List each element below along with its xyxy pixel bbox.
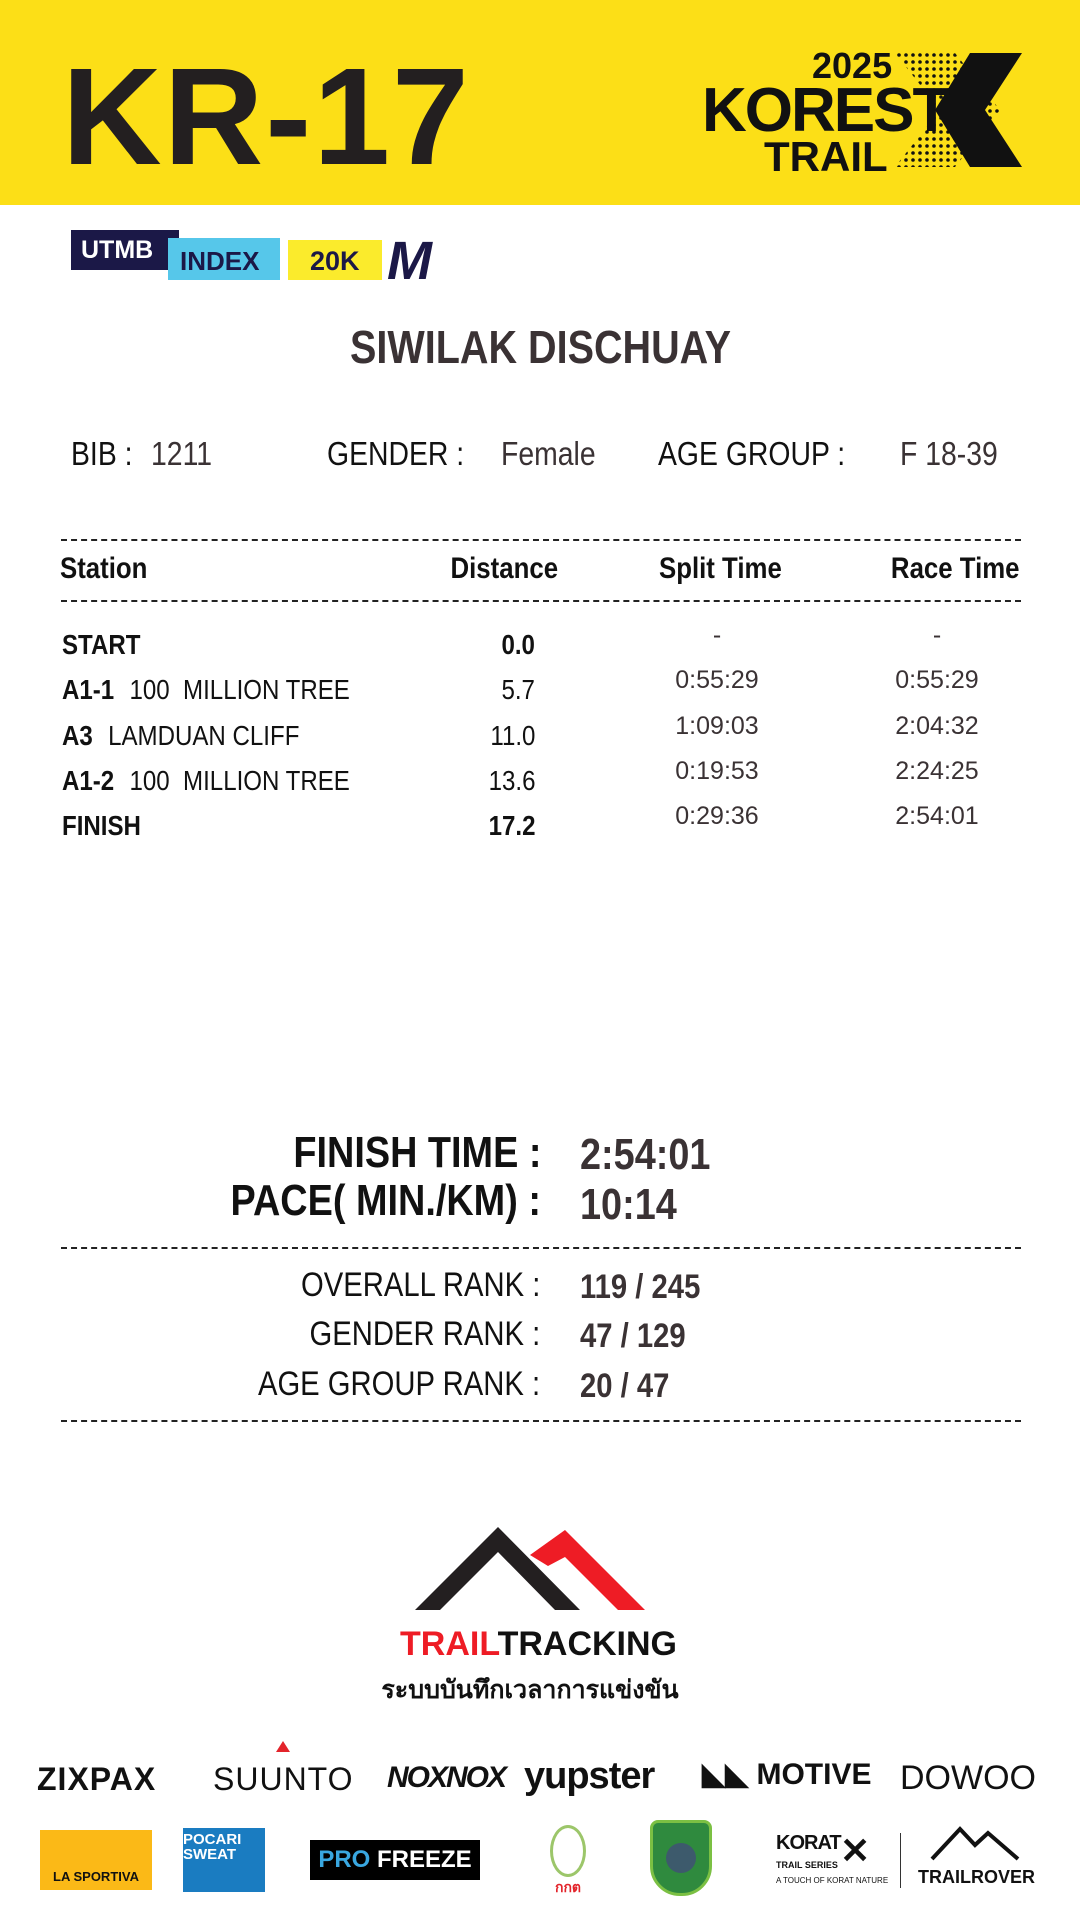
- table-row: START 0.0 - -: [0, 621, 1080, 669]
- pace-value: 10:14: [580, 1180, 677, 1229]
- station-name: A3 LAMDUAN CLIFF: [62, 720, 300, 751]
- gender-rank-label: GENDER RANK :: [309, 1315, 540, 1353]
- runner-name: SIWILAK DISCHUAY: [349, 321, 731, 373]
- overall-rank-label: OVERALL RANK :: [300, 1266, 540, 1304]
- dowoo-logo: DOWOO: [900, 1759, 1036, 1797]
- split-time: -: [712, 621, 722, 649]
- table-row: A3 LAMDUAN CLIFF 11.0 1:09:03 2:04:32: [0, 712, 1080, 760]
- race-time: 0:55:29: [895, 666, 979, 694]
- divider: [61, 539, 1021, 541]
- station-name: START: [62, 629, 141, 660]
- split-time: 0:29:36: [675, 802, 759, 830]
- korest-trail-logo: 2025 KOREST TRAIL: [700, 45, 1030, 180]
- race-code: KR-17: [62, 40, 471, 194]
- index-label: INDEX: [168, 238, 280, 280]
- table-row: FINISH 17.2 0:29:36 2:54:01: [0, 802, 1080, 850]
- gender-value: Female: [501, 435, 596, 472]
- race-time: 2:24:25: [895, 757, 979, 785]
- pro-freeze-logo: PRO FREEZE: [310, 1840, 480, 1880]
- korat-x-icon: ✕: [840, 1830, 871, 1871]
- m-letter: M: [387, 231, 432, 291]
- bib-value: 1211: [151, 435, 213, 472]
- age-group-rank-value: 20 / 47: [580, 1367, 670, 1405]
- age-group-label: AGE GROUP :: [658, 435, 846, 472]
- col-station: Station: [60, 552, 148, 585]
- table-row: A1-2 100 MILLION TREE 13.6 0:19:53 2:24:25: [0, 757, 1080, 805]
- col-distance: Distance: [450, 552, 558, 585]
- station-name: A1-1 100 MILLION TREE: [62, 674, 350, 705]
- utmb-label: UTMB: [71, 230, 179, 270]
- pace-label: PACE( MIN./KM) :: [230, 1176, 541, 1225]
- event-subname: TRAIL: [764, 133, 888, 180]
- trailrover-logo: TRAILROVER: [918, 1825, 1035, 1895]
- age-group-rank-label: AGE GROUP RANK :: [257, 1365, 540, 1403]
- election-commission-emblem: กกต: [538, 1817, 598, 1899]
- station-distance: 17.2: [488, 810, 535, 841]
- divider: [61, 1247, 1021, 1249]
- race-time: 2:54:01: [895, 802, 979, 830]
- station-name: A1-2 100 MILLION TREE: [62, 765, 350, 796]
- station-distance: 11.0: [489, 720, 535, 751]
- mountain-icon: [415, 1527, 645, 1610]
- utmb-index-badge: UTMB INDEX 20K M: [71, 230, 451, 291]
- category-label: 20K: [288, 240, 382, 280]
- age-group-value: F 18-39: [900, 435, 998, 472]
- race-time: -: [932, 621, 942, 649]
- header-banner: [0, 0, 1080, 205]
- station-distance: 0.0: [501, 629, 535, 660]
- station-distance: 5.7: [501, 674, 535, 705]
- trailtracking-wordmark: TRAILTRACKING: [400, 1625, 678, 1663]
- noxnox-logo: NOXNOX: [387, 1761, 507, 1794]
- station-name: FINISH: [62, 810, 141, 841]
- emblem-icon: [550, 1825, 586, 1877]
- finish-time-label: FINISH TIME :: [292, 1128, 541, 1177]
- wildlife-sanctuary-emblem: [650, 1820, 712, 1896]
- event-name: KOREST: [702, 76, 950, 145]
- logo-divider: [900, 1833, 901, 1888]
- suunto-triangle-icon: [276, 1741, 290, 1752]
- bird-icon: [666, 1843, 696, 1873]
- yupster-logo: yupster: [524, 1755, 655, 1797]
- la-sportiva-logo: LA SPORTIVA: [40, 1830, 152, 1890]
- col-split: Split Time: [659, 552, 782, 585]
- race-time: 2:04:32: [895, 712, 979, 740]
- gender-rank-value: 47 / 129: [580, 1317, 686, 1355]
- zixpax-logo: ZIXPAX: [37, 1761, 157, 1797]
- trailtracking-logo: TRAILTRACKING ระบบบันทึกเวลาการแข่งขัน: [380, 1520, 680, 1710]
- pocari-sweat-logo: POCARI SWEAT: [183, 1828, 265, 1892]
- overall-rank-value: 119 / 245: [580, 1268, 701, 1306]
- split-time: 0:55:29: [675, 666, 759, 694]
- gender-label: GENDER :: [327, 435, 465, 472]
- divider: [61, 1420, 1021, 1422]
- sponsor-row-1: ZIXPAX SUUNTO NOXNOX yupster ◣◣ MOTIVE D…: [0, 1741, 1080, 1800]
- split-time: 1:09:03: [675, 712, 759, 740]
- trailtracking-subtitle: ระบบบันทึกเวลาการแข่งขัน: [381, 1676, 679, 1704]
- bib-label: BIB :: [71, 435, 133, 472]
- station-distance: 13.6: [488, 765, 535, 796]
- split-time: 0:19:53: [675, 757, 759, 785]
- finish-time-value: 2:54:01: [580, 1130, 711, 1179]
- divider: [61, 600, 1021, 602]
- motive-logo: ◣◣ MOTIVE: [702, 1758, 872, 1791]
- korat-trail-series-logo: KORAT ✕ TRAIL SERIES A TOUCH OF KORAT NA…: [776, 1830, 889, 1885]
- table-row: A1-1 100 MILLION TREE 5.7 0:55:29 0:55:29: [0, 666, 1080, 714]
- trailrover-mountain-icon: [930, 1826, 1020, 1861]
- col-race: Race Time: [891, 552, 1020, 585]
- sponsor-row-2: LA SPORTIVA POCARI SWEAT PRO FREEZE กกต …: [0, 1820, 1080, 1915]
- suunto-logo: SUUNTO: [213, 1761, 354, 1797]
- motive-mark-icon: ◣◣: [702, 1758, 757, 1791]
- event-year: 2025: [812, 45, 893, 86]
- korest-x-icon: [895, 53, 1022, 167]
